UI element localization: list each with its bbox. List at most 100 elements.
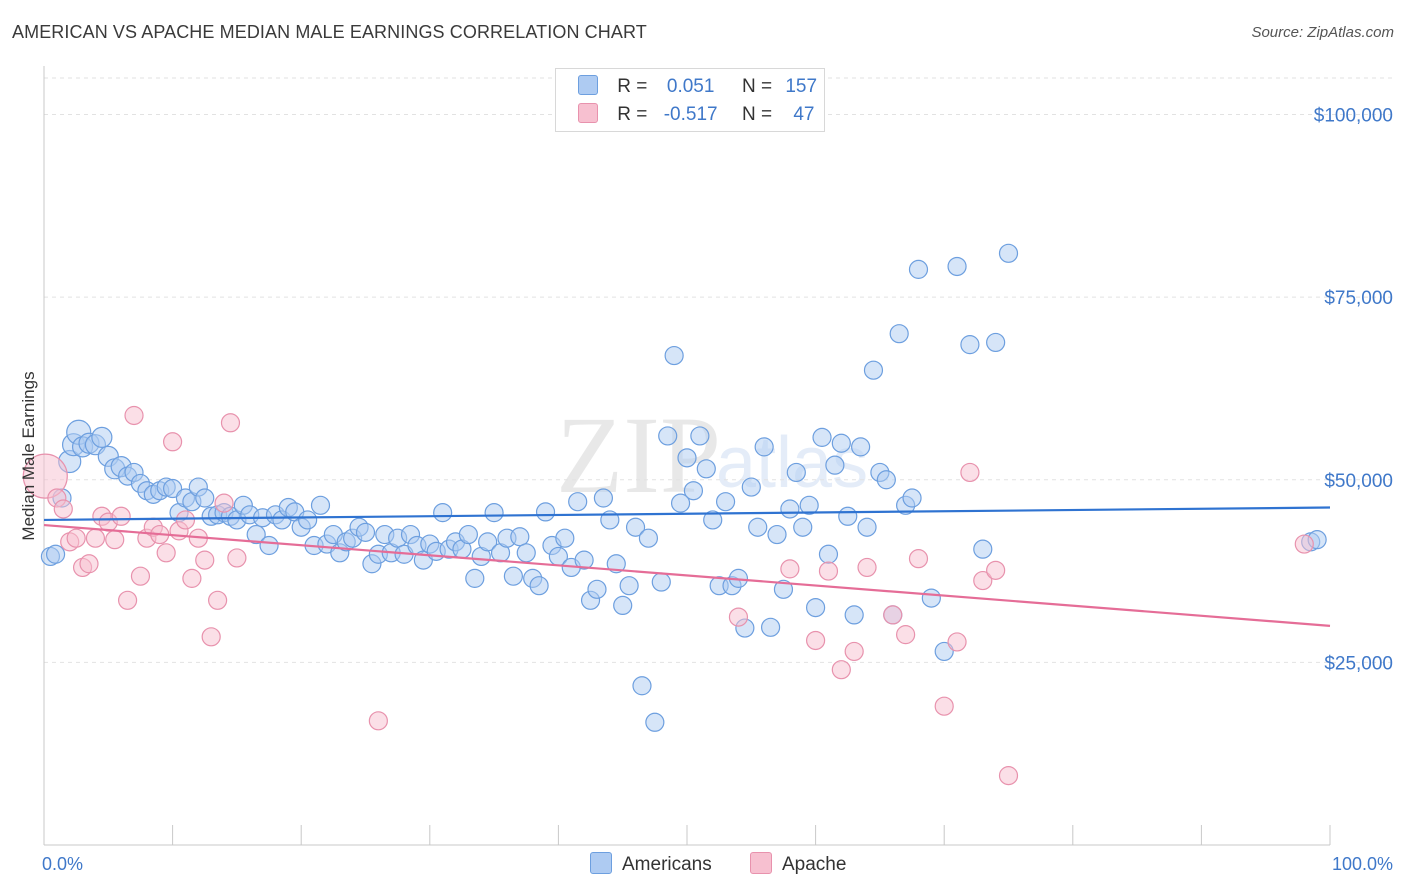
americans-n-label: N = <box>741 76 773 97</box>
apache-point <box>368 711 388 731</box>
americans-point <box>587 579 607 599</box>
y-tick-label: $25,000 <box>1324 653 1393 674</box>
apache-point <box>124 405 144 426</box>
apache-point <box>973 570 993 591</box>
apache-point <box>156 543 176 563</box>
legend-item-apache[interactable]: Apache <box>750 852 846 876</box>
americans-point <box>433 503 453 523</box>
y-tick-label: $75,000 <box>1324 288 1393 309</box>
apache-point <box>844 641 864 662</box>
legend-row-apache: R = -0.517 N = 47 <box>578 103 814 131</box>
legend-item-americans[interactable]: Americans <box>590 852 712 876</box>
apache-point <box>728 607 749 627</box>
x-tick-label-end: 100.0% <box>1332 854 1393 874</box>
americans-point <box>163 478 183 499</box>
americans-point <box>529 576 549 596</box>
americans-r-value: 0.051 <box>666 76 715 97</box>
americans-point <box>195 488 215 508</box>
apache-n-value: 47 <box>793 104 815 125</box>
americans-point <box>696 459 716 479</box>
apache-point <box>1294 534 1314 554</box>
americans-point <box>998 243 1019 263</box>
americans-point <box>259 535 279 556</box>
apache-r-label: R = <box>617 104 648 125</box>
americans-point <box>773 579 794 599</box>
apache-point <box>175 510 196 530</box>
correlation-legend: R = 0.051 N = 157 R = -0.517 N = 47 <box>555 68 825 132</box>
apache-point <box>960 462 980 483</box>
americans-point <box>658 426 678 446</box>
americans-point <box>503 566 523 586</box>
americans-n-value: 157 <box>785 76 818 97</box>
americans-point <box>921 588 941 608</box>
apache-point <box>896 625 916 645</box>
americans-point <box>741 477 761 497</box>
americans-point <box>831 433 851 453</box>
americans-point <box>298 510 318 530</box>
apache-point <box>883 605 903 625</box>
americans-point <box>825 455 845 475</box>
americans-point <box>516 543 536 563</box>
apache-point <box>66 528 86 548</box>
americans-point <box>593 488 614 508</box>
americans-point <box>625 517 646 537</box>
apache-points <box>22 405 1314 786</box>
americans-point <box>510 527 530 547</box>
americans-point <box>851 437 871 457</box>
apache-point <box>79 554 99 574</box>
americans-point <box>632 676 652 696</box>
apache-point <box>85 528 106 548</box>
apache-legend-swatch <box>750 852 772 874</box>
americans-point <box>310 495 331 515</box>
americans-point <box>715 492 736 512</box>
legend-row-americans: R = 0.051 N = 157 <box>578 75 817 103</box>
americans-point <box>645 712 665 732</box>
y-axis-title: Median Male Earnings <box>19 371 38 540</box>
apache-point <box>208 590 228 610</box>
apache-point <box>182 568 202 588</box>
americans-point <box>760 617 781 637</box>
americans-point <box>857 517 877 537</box>
apache-trendline <box>43 523 1331 627</box>
apache-point <box>111 506 131 526</box>
y-tick-label: $100,000 <box>1314 106 1393 127</box>
apache-point <box>195 550 215 570</box>
americans-point <box>960 335 980 355</box>
americans-point <box>934 641 954 662</box>
americans-point <box>767 524 787 545</box>
apache-point <box>220 413 241 433</box>
americans-legend-label: Americans <box>622 854 712 875</box>
americans-point <box>986 332 1006 353</box>
americans-point <box>91 426 113 448</box>
americans-point <box>889 324 909 344</box>
americans-point <box>484 503 504 523</box>
americans-legend-swatch <box>590 852 612 874</box>
americans-point <box>908 259 929 279</box>
americans-point <box>805 597 826 618</box>
gridlines <box>44 77 1392 663</box>
americans-point <box>355 522 376 542</box>
americans-point <box>613 595 633 616</box>
apache-point <box>105 530 125 550</box>
americans-point <box>619 576 639 596</box>
apache-point <box>780 559 800 579</box>
americans-point <box>973 539 993 559</box>
americans-point <box>838 506 858 526</box>
americans-point <box>465 568 485 588</box>
americans-point <box>748 517 768 537</box>
americans-point <box>246 524 266 545</box>
apache-point <box>908 549 929 569</box>
americans-point <box>812 427 832 447</box>
americans-point <box>638 528 659 548</box>
apache-point <box>831 660 851 680</box>
americans-point <box>651 572 671 592</box>
americans-points <box>40 243 1327 732</box>
americans-point <box>863 360 884 380</box>
americans-r-label: R = <box>617 76 648 97</box>
americans-point <box>45 544 66 564</box>
americans-point <box>902 488 922 508</box>
americans-point <box>876 470 896 490</box>
americans-point <box>568 492 588 512</box>
apache-point <box>818 561 839 581</box>
